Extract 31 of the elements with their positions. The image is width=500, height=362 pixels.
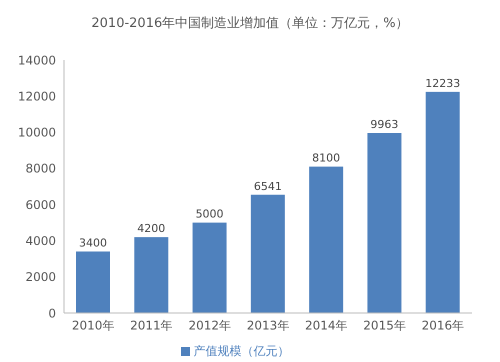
x-tick-label: 2011年 [130, 318, 173, 333]
y-tick-label: 12000 [18, 89, 56, 104]
x-tick-label: 2012年 [188, 318, 231, 333]
bar [250, 194, 285, 313]
data-label: 5000 [196, 208, 224, 221]
y-tick-label: 4000 [25, 234, 56, 248]
bar [134, 237, 168, 313]
bar [367, 132, 402, 313]
x-tick-label: 2014年 [305, 318, 348, 333]
data-label: 6541 [254, 180, 282, 193]
bar [76, 252, 110, 313]
y-tick-label: 10000 [18, 126, 56, 140]
bar [309, 166, 344, 313]
y-tick-label: 14000 [18, 53, 56, 68]
chart-title: 2010-2016年中国制造业增加值（单位：万亿元，%） [90, 15, 410, 33]
x-tick-label: 2013年 [246, 318, 290, 333]
data-label: 4200 [137, 222, 166, 236]
data-label: 12233 [425, 76, 460, 90]
x-tick-label: 2010年 [72, 318, 114, 333]
data-label: 8100 [312, 152, 340, 165]
bar [192, 222, 227, 313]
data-label: 3400 [79, 236, 107, 250]
legend-label: 产值规模（亿元） [194, 344, 290, 358]
x-tick-label: 2015年 [363, 318, 406, 333]
y-tick-label: 8000 [25, 162, 56, 176]
y-tick-label: 0 [48, 306, 56, 320]
y-tick-label: 6000 [25, 198, 56, 212]
x-tick-label: 2016年 [422, 318, 464, 333]
y-tick-label: 2000 [25, 270, 56, 284]
data-label: 9963 [370, 118, 398, 131]
bar [426, 92, 460, 313]
